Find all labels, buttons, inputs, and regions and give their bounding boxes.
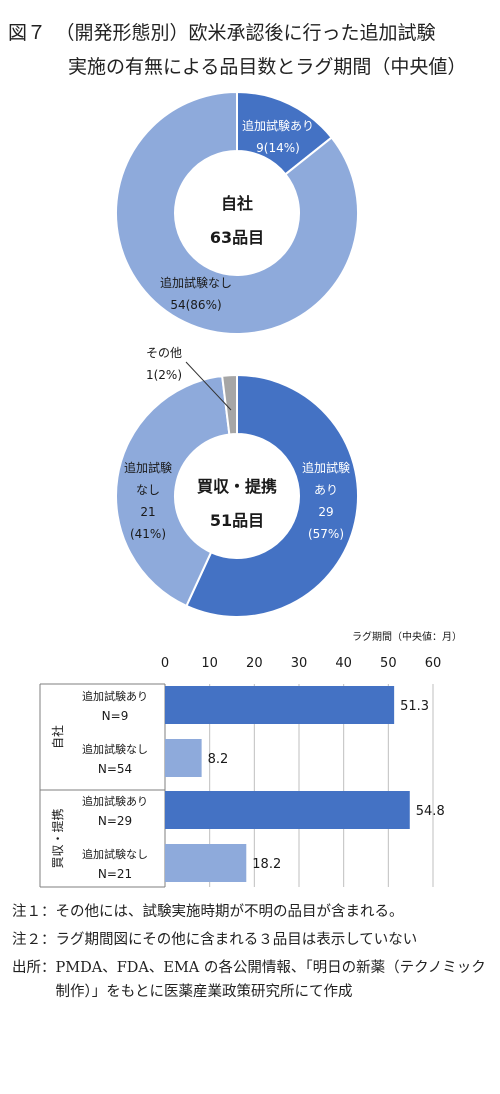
center-label-count: 51品目 — [210, 511, 264, 530]
source-label: 出所： — [12, 960, 56, 976]
center-label-name: 買収・提携 — [197, 477, 277, 496]
bar-value-label: 51.3 — [400, 699, 429, 714]
donut-chart-acquisition: 買収・提携 51品目 追加試験あり 29 (57%) 追加試験なし 21 (41%) その他 1(… — [115, 346, 359, 618]
source-note: 出所： PMDA、FDA、EMA の各公開情報、「明日の新薬（テクノミック制作）… — [12, 956, 488, 1004]
pie-slice — [115, 374, 231, 608]
slice-label: 追加試験 — [124, 460, 172, 475]
slice-label: 追加試験なし — [160, 275, 232, 290]
bar — [165, 686, 395, 724]
row-label: 追加試験なし — [82, 847, 148, 861]
slice-label: 54(86%) — [170, 298, 221, 312]
donut-chart-in-house: 自社 63品目 追加試験あり 9(14%) 追加試験なし 54(86%) — [115, 90, 359, 335]
slice-label: 29 — [318, 505, 333, 519]
pie-slice — [221, 373, 238, 436]
slice-label: 追加試験あり — [242, 118, 314, 133]
bar-value-label: 8.2 — [208, 752, 229, 767]
pie-slice — [185, 373, 359, 618]
slice-label: (41%) — [130, 527, 166, 541]
x-tick-label: 50 — [380, 656, 397, 671]
slice-label: なし — [136, 483, 160, 497]
bar — [165, 844, 247, 882]
group-label: 買収・提携 — [50, 808, 65, 868]
slice-label: (57%) — [308, 527, 344, 541]
lag-bar-chart: ラグ期間（中央値：月）0 10 20 30 40 50 60自社追加試験ありN=951.3追… — [39, 630, 462, 888]
slice-label: 1(2%) — [146, 368, 182, 382]
row-label: N=29 — [98, 814, 132, 828]
title-line-1: 図７ （開発形態別）欧米承認後に行った追加試験 — [8, 22, 436, 44]
x-tick-label: 10 — [201, 656, 218, 671]
center-label-count: 63品目 — [210, 228, 264, 247]
row-label: 追加試験あり — [82, 689, 148, 703]
center-label-name: 自社 — [221, 194, 253, 213]
bar-value-label: 54.8 — [416, 804, 445, 819]
x-tick-label: 30 — [291, 656, 308, 671]
bar — [165, 791, 410, 829]
pie-slice — [115, 90, 359, 335]
x-tick-label: 60 — [425, 656, 442, 671]
slice-label: あり — [314, 483, 338, 497]
title-line-2: 実施の有無による品目数とラグ期間（中央値） — [68, 56, 467, 78]
row-label: 追加試験なし — [82, 742, 148, 756]
row-label: 追加試験あり — [82, 794, 148, 808]
note-2-text: ラグ期間図にその他に含まれる３品目は表示していない — [55, 932, 418, 948]
group-label: 自社 — [50, 725, 65, 749]
bar-value-label: 18.2 — [252, 857, 281, 872]
row-label: N=21 — [98, 867, 132, 881]
note-2-label: 注２： — [12, 932, 56, 948]
axis-unit-label: ラグ期間（中央値：月） — [352, 630, 462, 643]
row-label: N=54 — [98, 762, 132, 776]
note-2: 注２： ラグ期間図にその他に含まれる３品目は表示していない — [12, 928, 488, 952]
slice-label: 21 — [140, 505, 155, 519]
slice-label: 追加試験 — [302, 460, 350, 475]
note-1: 注１： その他には、試験実施時期が不明の品目が含まれる。 — [12, 900, 488, 924]
bar — [165, 739, 202, 777]
notes: 注１： その他には、試験実施時期が不明の品目が含まれる。 注２： ラグ期間図にそ… — [12, 900, 488, 1008]
figure-title: 図７ （開発形態別）欧米承認後に行った追加試験 実施の有無による品目数とラグ期間… — [8, 16, 498, 84]
note-1-text: その他には、試験実施時期が不明の品目が含まれる。 — [55, 904, 404, 920]
x-tick-label: 40 — [335, 656, 352, 671]
x-tick-label: 0 — [161, 656, 169, 671]
x-tick-label: 20 — [246, 656, 263, 671]
slice-label: 9(14%) — [256, 141, 300, 155]
source-text: PMDA、FDA、EMA の各公開情報、「明日の新薬（テクノミック制作）」をもと… — [55, 960, 486, 1000]
note-1-label: 注１： — [12, 904, 56, 920]
row-label: N=9 — [102, 709, 129, 723]
slice-label: その他 — [146, 346, 182, 360]
leader-line — [185, 361, 232, 411]
